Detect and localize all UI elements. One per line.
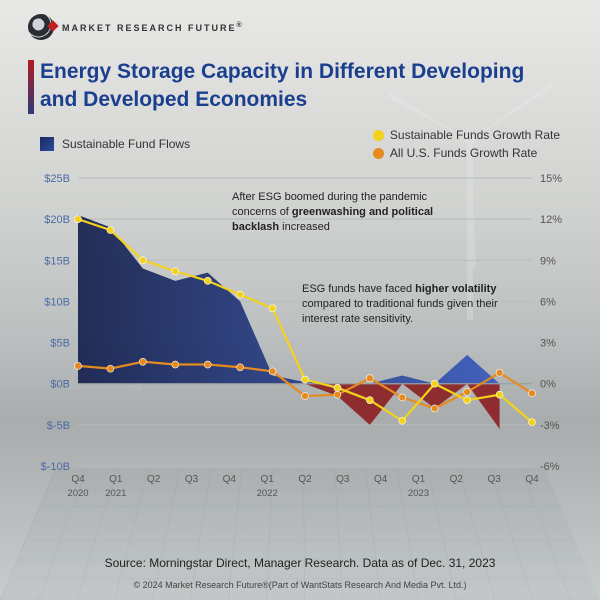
svg-text:0%: 0%	[540, 379, 556, 391]
svg-text:$10B: $10B	[44, 296, 70, 308]
svg-text:$5B: $5B	[50, 338, 70, 350]
svg-text:2021: 2021	[105, 488, 126, 499]
brand-logo-mark	[28, 14, 54, 40]
svg-text:12%: 12%	[540, 214, 562, 226]
svg-text:-3%: -3%	[540, 420, 560, 432]
legend-area-label: Sustainable Fund Flows	[62, 137, 190, 151]
svg-text:Q1: Q1	[260, 474, 274, 485]
legend-dot-orange	[373, 148, 384, 159]
svg-text:Q2: Q2	[298, 474, 312, 485]
svg-text:$15B: $15B	[44, 255, 70, 267]
svg-text:2023: 2023	[408, 488, 429, 499]
legend-area-swatch	[40, 137, 54, 151]
svg-text:$20B: $20B	[44, 214, 70, 226]
svg-text:$25B: $25B	[44, 173, 70, 185]
annotation-greenwashing: After ESG boomed during the pandemic con…	[232, 190, 462, 235]
svg-text:9%: 9%	[540, 255, 556, 267]
copyright-footnote: © 2024 Market Research Future®(Part of W…	[0, 580, 600, 590]
svg-text:-6%: -6%	[540, 461, 560, 473]
title-line-1: Energy Storage Capacity in Different Dev…	[40, 60, 524, 83]
svg-text:Q3: Q3	[487, 474, 501, 485]
svg-text:Q4: Q4	[525, 474, 539, 485]
brand-logo-text: MARKET RESEARCH FUTURE®	[62, 22, 244, 33]
svg-text:6%: 6%	[540, 296, 556, 308]
legend-line1-label: Sustainable Funds Growth Rate	[390, 128, 560, 142]
svg-text:Q4: Q4	[223, 474, 237, 485]
chart-title: Energy Storage Capacity in Different Dev…	[40, 58, 560, 115]
svg-text:Q1: Q1	[412, 474, 426, 485]
title-line-2: and Developed Economies	[40, 88, 307, 111]
svg-text:Q4: Q4	[71, 474, 85, 485]
source-footnote: Source: Morningstar Direct, Manager Rese…	[0, 556, 600, 570]
brand-logo: MARKET RESEARCH FUTURE®	[28, 14, 244, 40]
svg-text:Q3: Q3	[336, 474, 350, 485]
svg-text:Q2: Q2	[450, 474, 464, 485]
svg-text:Q2: Q2	[147, 474, 161, 485]
legend-dot-yellow	[373, 130, 384, 141]
svg-text:Q1: Q1	[109, 474, 123, 485]
title-accent-bar	[28, 60, 34, 114]
svg-text:$-5B: $-5B	[47, 420, 70, 432]
svg-text:Q3: Q3	[185, 474, 199, 485]
svg-text:Q4: Q4	[374, 474, 388, 485]
svg-text:2022: 2022	[257, 488, 278, 499]
combo-chart: $-10B -6% $-5B -3% $0B 0% $5B 3% $10B 6% $15B 9% $20…	[22, 160, 578, 520]
annotation-volatility: ESG funds have faced higher volatility c…	[302, 282, 532, 327]
svg-text:$-10B: $-10B	[41, 461, 70, 473]
chart-legend: Sustainable Fund Flows Sustainable Funds…	[40, 128, 560, 160]
legend-line-sustainable: Sustainable Funds Growth Rate	[373, 128, 560, 142]
svg-text:15%: 15%	[540, 173, 562, 185]
svg-text:$0B: $0B	[50, 379, 70, 391]
legend-line-allus: All U.S. Funds Growth Rate	[373, 146, 537, 160]
legend-line2-label: All U.S. Funds Growth Rate	[390, 146, 537, 160]
svg-text:2020: 2020	[67, 488, 88, 499]
svg-text:3%: 3%	[540, 338, 556, 350]
legend-area: Sustainable Fund Flows	[40, 128, 190, 160]
